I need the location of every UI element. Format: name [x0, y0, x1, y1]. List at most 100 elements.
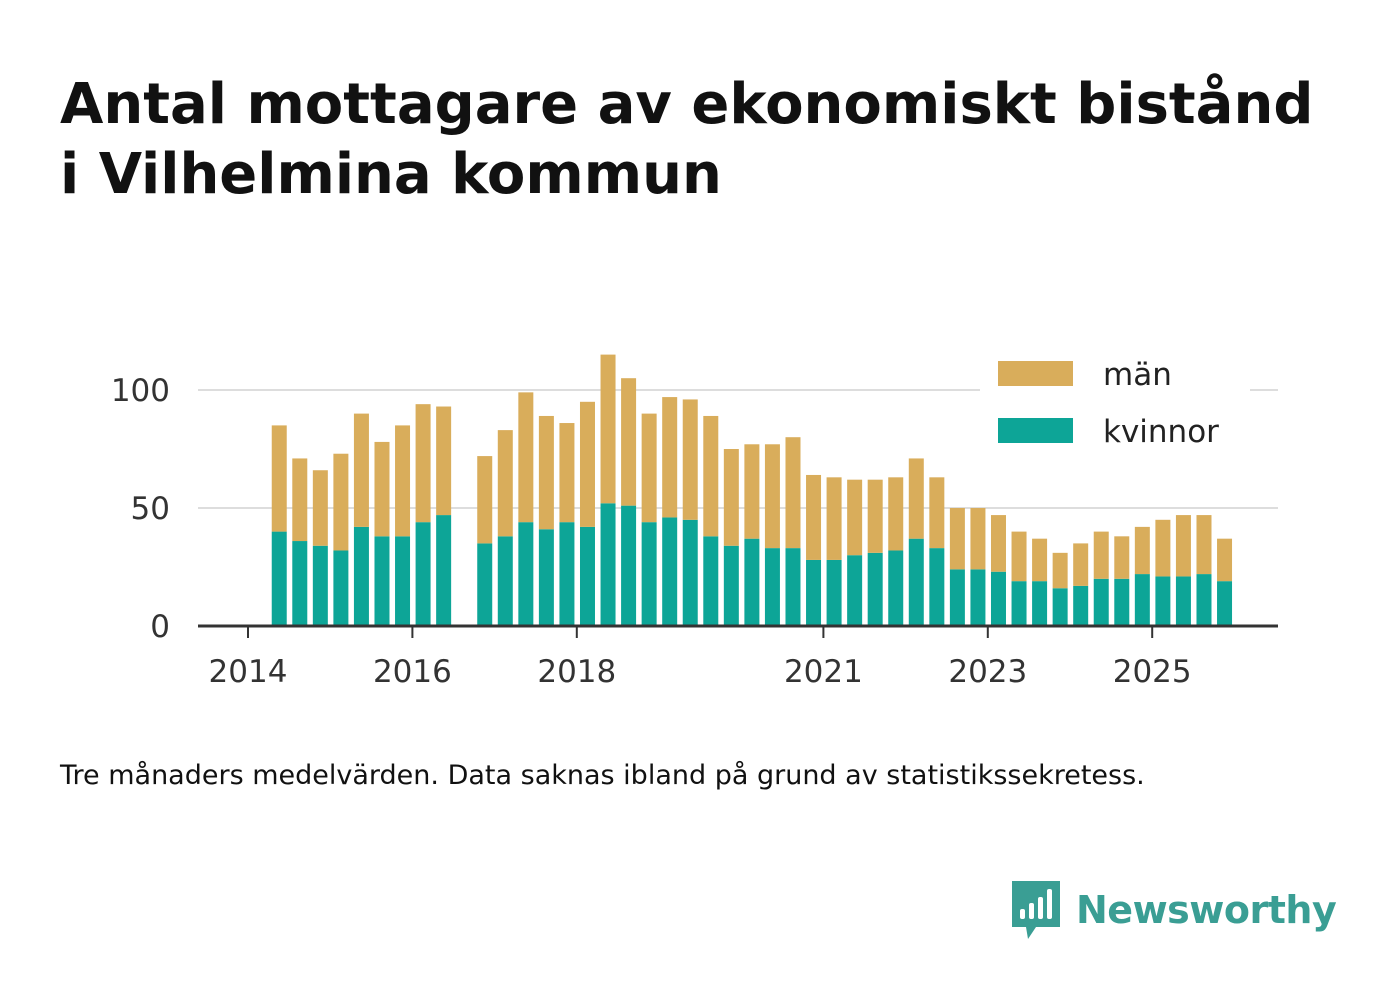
- bar-kvinnor-21: [723, 545, 739, 626]
- chart-title-line-1: Antal mottagare av ekonomiskt bistånd: [60, 72, 1314, 137]
- bar-kvinnor-2: [312, 545, 328, 626]
- bar-kvinnor-11: [518, 522, 534, 626]
- bar-man-36: [1032, 538, 1048, 582]
- bar-man-43: [1175, 515, 1191, 577]
- bar-man-13: [559, 423, 575, 523]
- x-tick-label-2016: 2016: [373, 654, 452, 690]
- footnote: Tre månaders medelvärden. Data saknas ib…: [60, 760, 1145, 791]
- bar-man-45: [1217, 538, 1233, 582]
- bar-kvinnor-7: [415, 522, 431, 626]
- bar-kvinnor-4: [353, 526, 369, 626]
- bar-kvinnor-28: [867, 552, 883, 626]
- bar-kvinnor-18: [662, 517, 678, 626]
- bar-kvinnor-40: [1114, 578, 1130, 626]
- bar-man-20: [703, 415, 719, 537]
- bar-kvinnor-25: [806, 559, 822, 626]
- axes: 0 50 100 2014 2016 2018 2021 2023 2025: [111, 373, 1278, 690]
- newsworthy-logo-icon: [1012, 881, 1060, 939]
- bar-kvinnor-14: [579, 526, 595, 626]
- bar-man-7: [415, 404, 431, 523]
- bar-man-24: [785, 437, 801, 549]
- bar-man-16: [621, 378, 637, 506]
- bar-kvinnor-19: [682, 519, 698, 626]
- brand-name: Newsworthy: [1076, 888, 1337, 932]
- bar-kvinnor-13: [559, 522, 575, 626]
- bar-kvinnor-43: [1175, 576, 1191, 626]
- bar-man-31: [929, 477, 945, 549]
- bar-kvinnor-10: [497, 536, 513, 626]
- bar-man-8: [436, 406, 452, 516]
- bar-kvinnor-0: [271, 531, 287, 626]
- bar-man-21: [723, 449, 739, 546]
- bar-kvinnor-34: [990, 571, 1006, 626]
- bar-man-25: [806, 474, 822, 560]
- newsworthy-logo: Newsworthy: [1010, 878, 1337, 942]
- bar-kvinnor-32: [949, 569, 965, 626]
- bar-man-2: [312, 470, 328, 546]
- bar-man-27: [847, 479, 863, 556]
- stacked-bar-chart: 0 50 100 2014 2016 2018 2021 2023 2025 män kvinno…: [110, 354, 1278, 690]
- bar-kvinnor-24: [785, 548, 801, 626]
- bar-man-0: [271, 425, 287, 532]
- legend-label-man: män: [1103, 357, 1172, 393]
- x-tick-label-2023: 2023: [948, 654, 1027, 690]
- bar-kvinnor-22: [744, 538, 760, 626]
- bar-man-19: [682, 399, 698, 520]
- bar-kvinnor-39: [1093, 578, 1109, 626]
- bar-kvinnor-41: [1134, 574, 1150, 626]
- bar-man-39: [1093, 531, 1109, 579]
- bar-kvinnor-5: [374, 536, 390, 626]
- y-tick-label-0: 0: [150, 609, 170, 645]
- y-tick-label-100: 100: [111, 373, 170, 409]
- bar-kvinnor-15: [600, 503, 616, 626]
- bar-man-9: [477, 456, 493, 544]
- bars: [271, 354, 1233, 626]
- bar-man-40: [1114, 536, 1130, 579]
- bar-kvinnor-30: [908, 538, 924, 626]
- bar-kvinnor-29: [888, 550, 904, 626]
- bar-kvinnor-6: [395, 536, 411, 626]
- bar-man-23: [764, 444, 780, 549]
- bar-man-18: [662, 397, 678, 518]
- bar-man-1: [292, 458, 308, 542]
- bar-man-26: [826, 477, 842, 560]
- bar-man-35: [1011, 531, 1027, 582]
- bar-man-28: [867, 479, 883, 553]
- chart-title-line-2: i Vilhelmina kommun: [60, 142, 722, 207]
- bar-kvinnor-27: [847, 555, 863, 626]
- bar-kvinnor-31: [929, 548, 945, 626]
- bar-kvinnor-8: [436, 515, 452, 626]
- bar-kvinnor-12: [538, 529, 554, 626]
- bar-man-41: [1134, 526, 1150, 575]
- bar-kvinnor-3: [333, 550, 349, 626]
- x-tick-label-2025: 2025: [1113, 654, 1192, 690]
- bar-man-37: [1052, 552, 1068, 589]
- bar-man-12: [538, 415, 554, 530]
- bar-kvinnor-17: [641, 522, 657, 626]
- bar-man-44: [1196, 515, 1212, 575]
- bar-man-30: [908, 458, 924, 539]
- bar-man-22: [744, 444, 760, 539]
- bar-kvinnor-23: [764, 548, 780, 626]
- bar-kvinnor-33: [970, 569, 986, 626]
- x-tick-label-2021: 2021: [784, 654, 863, 690]
- bar-kvinnor-37: [1052, 588, 1068, 626]
- bar-man-29: [888, 477, 904, 551]
- bar-kvinnor-36: [1032, 581, 1048, 626]
- bar-kvinnor-1: [292, 541, 308, 626]
- bar-kvinnor-44: [1196, 574, 1212, 626]
- bar-kvinnor-26: [826, 559, 842, 626]
- legend-swatch-kvinnor: [998, 418, 1073, 443]
- bar-man-10: [497, 430, 513, 537]
- legend-swatch-man: [998, 361, 1073, 386]
- bar-man-11: [518, 392, 534, 523]
- bar-man-5: [374, 441, 390, 537]
- bar-kvinnor-9: [477, 543, 493, 626]
- bar-kvinnor-45: [1217, 581, 1233, 626]
- bar-man-34: [990, 515, 1006, 572]
- bar-kvinnor-38: [1073, 585, 1089, 626]
- bar-kvinnor-16: [621, 505, 637, 626]
- bar-kvinnor-20: [703, 536, 719, 626]
- bar-man-4: [353, 413, 369, 527]
- bar-kvinnor-42: [1155, 576, 1171, 626]
